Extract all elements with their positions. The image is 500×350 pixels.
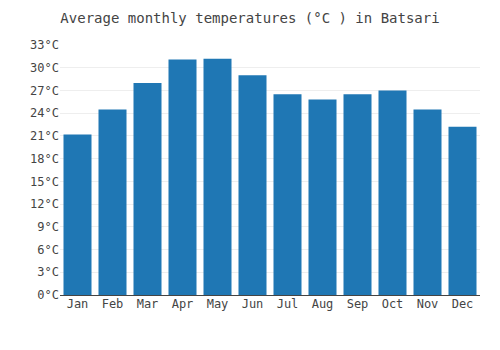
svg-text:3°C: 3°C [37, 265, 59, 279]
svg-text:Jul: Jul [277, 297, 299, 311]
svg-text:30°C: 30°C [30, 61, 59, 75]
svg-text:12°C: 12°C [30, 197, 59, 211]
svg-text:0°C: 0°C [37, 288, 59, 302]
svg-text:Mar: Mar [137, 297, 159, 311]
svg-text:27°C: 27°C [30, 84, 59, 98]
svg-text:15°C: 15°C [30, 175, 59, 189]
svg-text:May: May [207, 297, 229, 311]
svg-text:18°C: 18°C [30, 152, 59, 166]
svg-text:9°C: 9°C [37, 220, 59, 234]
svg-text:21°C: 21°C [30, 129, 59, 143]
svg-text:Apr: Apr [172, 297, 194, 311]
svg-text:Nov: Nov [417, 297, 439, 311]
svg-text:Jan: Jan [67, 297, 89, 311]
svg-text:6°C: 6°C [37, 243, 59, 257]
svg-text:24°C: 24°C [30, 106, 59, 120]
svg-text:Average monthly temperatures (: Average monthly temperatures (°C ) in Ba… [60, 10, 439, 26]
svg-text:Dec: Dec [452, 297, 474, 311]
svg-text:Oct: Oct [382, 297, 404, 311]
svg-text:Feb: Feb [102, 297, 124, 311]
svg-text:Jun: Jun [242, 297, 264, 311]
svg-text:Sep: Sep [347, 297, 369, 311]
svg-text:Aug: Aug [312, 297, 334, 311]
svg-text:33°C: 33°C [30, 38, 59, 52]
